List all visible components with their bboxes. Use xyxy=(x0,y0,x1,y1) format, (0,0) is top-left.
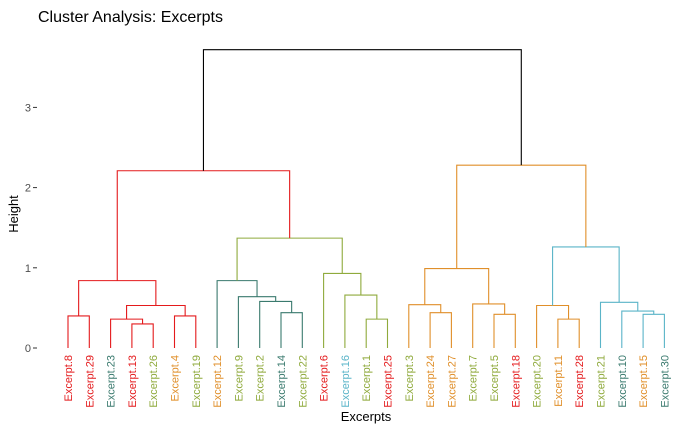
leaf-label: Excerpt.14 xyxy=(276,355,288,408)
dendrogram-branch-m22 xyxy=(536,304,570,348)
dendrogram-branch-m16 xyxy=(429,312,452,348)
dendrogram-branch-m15 xyxy=(116,170,291,281)
dendrogram-branch-m10 xyxy=(216,280,258,348)
leaf-labels: Excerpt.8 Excerpt.29 Excerpt.23 Excerpt.13 E… xyxy=(63,355,671,408)
x-axis-title: Excerpts xyxy=(341,409,392,424)
dendrogram-branch-m8 xyxy=(259,300,293,348)
leaf-label: Excerpt.27 xyxy=(446,355,458,408)
dendrogram-branch-m17 xyxy=(408,304,442,348)
leaf-label: Excerpt.7 xyxy=(468,355,480,401)
leaf-label: Excerpt.21 xyxy=(596,355,608,408)
dendrogram-branch-m4 xyxy=(173,315,197,348)
leaf-label: Excerpt.18 xyxy=(510,355,522,408)
leaf-label: Excerpt.12 xyxy=(212,355,224,408)
dendrogram-branch-m9 xyxy=(237,296,277,348)
leaf-label: Excerpt.8 xyxy=(63,355,75,401)
dendrogram-branch-m13 xyxy=(323,272,362,348)
leaf-label: Excerpt.28 xyxy=(574,355,586,408)
dendrogram-branch-m20 xyxy=(424,268,490,305)
dendrogram-branch-m11 xyxy=(365,318,389,348)
leaf-label: Excerpt.15 xyxy=(638,355,650,408)
y-tick-label: 3 xyxy=(25,102,31,114)
dendrogram-branch-m21 xyxy=(557,318,580,348)
leaf-label: Excerpt.16 xyxy=(340,355,352,408)
leaf-label: Excerpt.6 xyxy=(319,355,331,401)
dendrogram-branches xyxy=(67,49,665,348)
dendrogram-branch-m24 xyxy=(621,310,655,348)
y-tick-label: 2 xyxy=(25,183,31,195)
dendrogram-branch-m5 xyxy=(126,304,186,320)
dendrogram-branch-m7 xyxy=(280,312,303,348)
leaf-label: Excerpt.9 xyxy=(233,355,245,401)
y-tick-label: 1 xyxy=(25,263,31,275)
leaf-label: Excerpt.2 xyxy=(255,355,267,401)
leaf-label: Excerpt.23 xyxy=(106,355,118,408)
dendrogram-branch-m27 xyxy=(456,164,587,269)
leaf-label: Excerpt.4 xyxy=(170,355,182,401)
leaf-label: Excerpt.20 xyxy=(532,355,544,408)
dendrogram-branch-m28 xyxy=(202,49,522,171)
leaf-label: Excerpt.1 xyxy=(361,355,373,401)
dendrogram-branch-m19 xyxy=(472,303,506,348)
y-axis-title: Height xyxy=(6,195,21,233)
leaf-label: Excerpt.26 xyxy=(148,355,160,408)
dendrogram-branch-m12 xyxy=(344,294,378,348)
leaf-label: Excerpt.30 xyxy=(659,355,671,408)
leaf-label: Excerpt.13 xyxy=(127,355,139,408)
leaf-label: Excerpt.24 xyxy=(425,355,437,408)
dendrogram-branch-m25 xyxy=(599,301,639,348)
dendrogram-branch-m26 xyxy=(552,246,620,306)
dendrogram-branch-m6 xyxy=(78,280,157,316)
leaf-label: Excerpt.29 xyxy=(84,355,96,408)
leaf-label: Excerpt.25 xyxy=(383,355,395,408)
dendrogram-branch-m14 xyxy=(236,237,343,281)
leaf-label: Excerpt.11 xyxy=(553,355,565,407)
y-tick-label: 0 xyxy=(25,343,31,355)
y-axis: 0 1 2 3 xyxy=(25,102,37,355)
leaf-label: Excerpt.5 xyxy=(489,355,501,401)
dendrogram-branch-m23 xyxy=(642,313,665,348)
dendrogram-branch-m2 xyxy=(131,323,154,348)
dendrogram-branch-m1 xyxy=(67,315,90,348)
chart-title: Cluster Analysis: Excerpts xyxy=(38,9,223,26)
leaf-label: Excerpt.22 xyxy=(297,355,309,408)
leaf-label: Excerpt.10 xyxy=(617,355,629,408)
dendrogram-branch-m18 xyxy=(493,313,516,348)
leaf-label: Excerpt.3 xyxy=(404,355,416,401)
leaf-label: Excerpt.19 xyxy=(191,355,203,408)
